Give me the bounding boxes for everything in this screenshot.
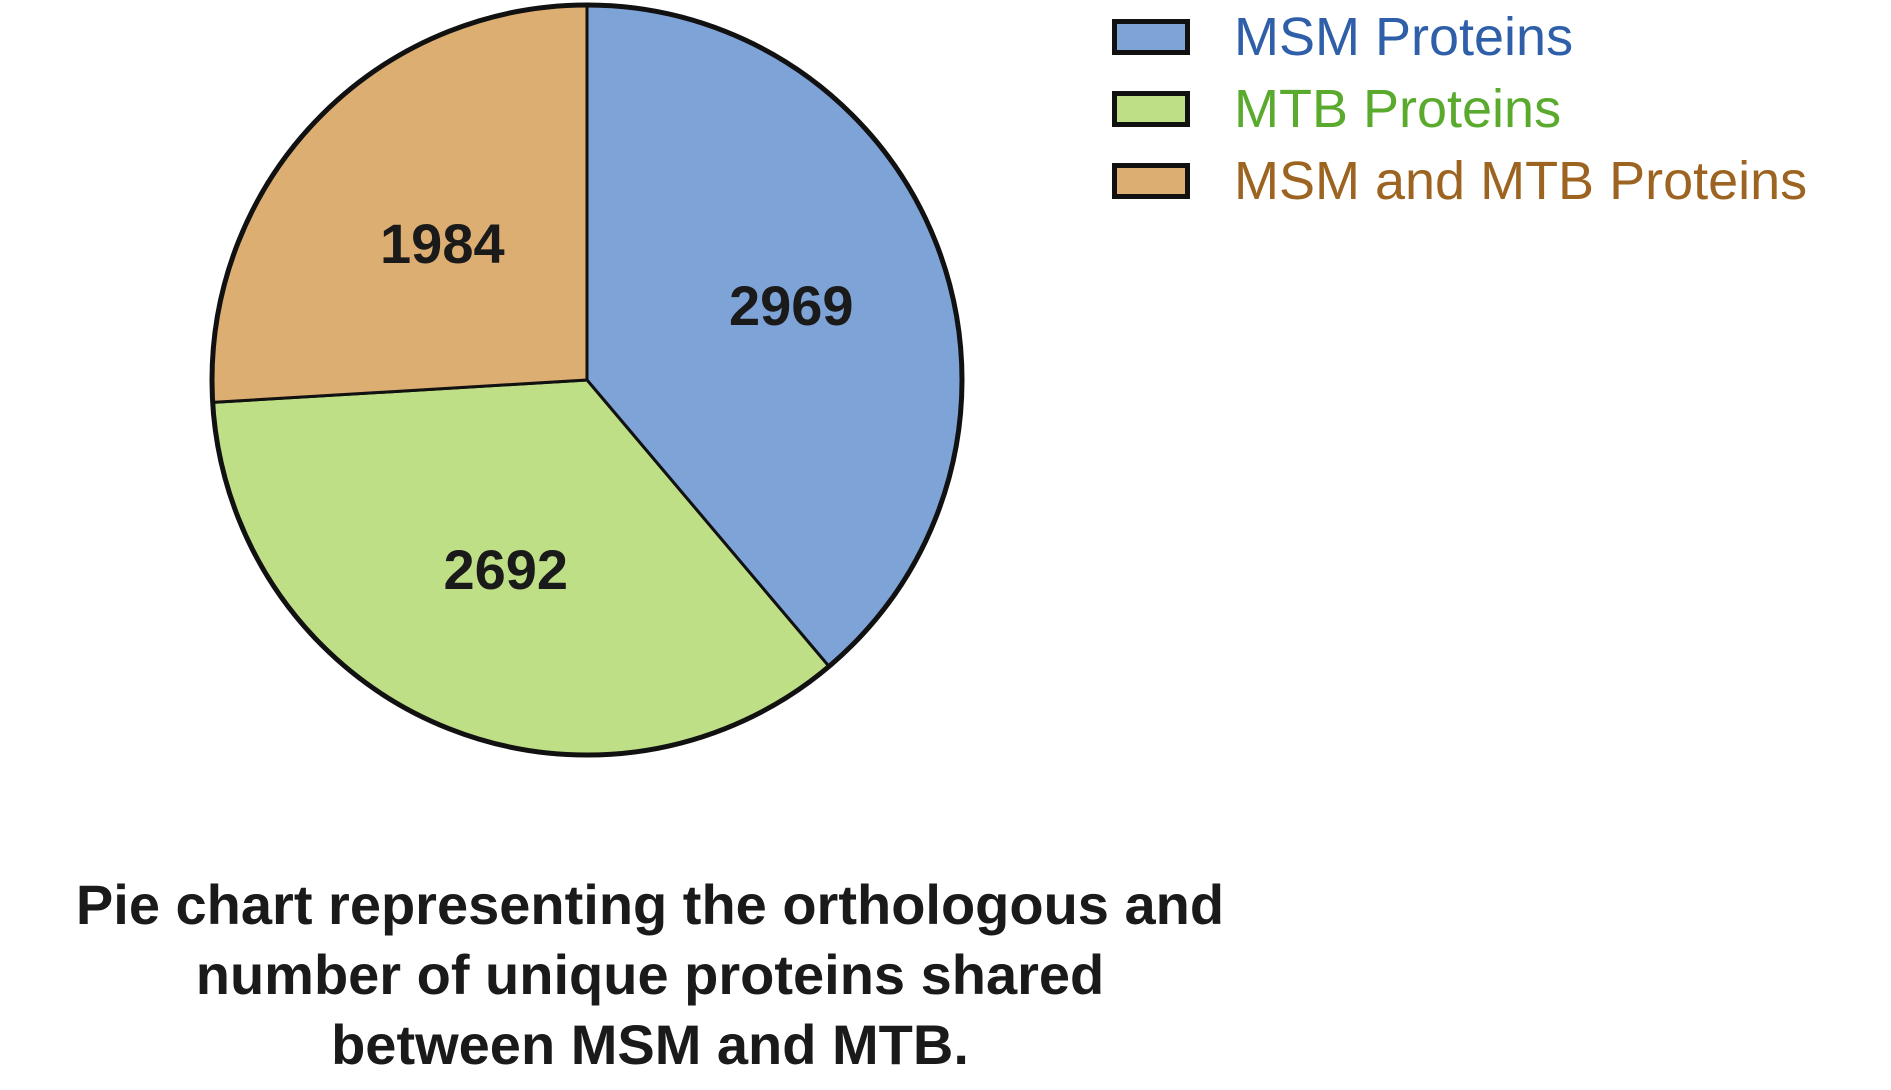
legend-swatch-msm-and-mtb bbox=[1112, 163, 1190, 199]
pie-data-labels: 2969 2692 1984 bbox=[380, 212, 854, 601]
pie-label-msm-and-mtb: 1984 bbox=[380, 212, 505, 275]
pie-label-msm: 2969 bbox=[729, 274, 854, 337]
caption-line-1: Pie chart representing the orthologous a… bbox=[75, 873, 1225, 936]
pie-outline bbox=[209, 2, 965, 758]
legend-item-msm: MSM Proteins bbox=[1112, 7, 1807, 67]
legend-item-msm-and-mtb: MSM and MTB Proteins bbox=[1112, 151, 1808, 211]
caption-line-3: between MSM and MTB. bbox=[331, 1013, 969, 1076]
legend-label-msm-and-mtb: MSM and MTB Proteins bbox=[1234, 151, 1808, 211]
legend-label-mtb: MTB Proteins bbox=[1234, 79, 1562, 139]
pie-label-mtb: 2692 bbox=[443, 538, 568, 601]
legend-swatch-mtb bbox=[1112, 91, 1190, 127]
caption-line-2: number of unique proteins shared bbox=[195, 943, 1105, 1006]
pie-slices bbox=[209, 2, 965, 758]
figure-caption: Pie chart representing the orthologous a… bbox=[0, 870, 1300, 1080]
legend-item-mtb: MTB Proteins bbox=[1112, 79, 1807, 139]
pie-slice-msm-and-mtb bbox=[210, 3, 589, 404]
legend-swatch-msm bbox=[1112, 19, 1190, 55]
legend-label-msm: MSM Proteins bbox=[1234, 7, 1574, 67]
chart-legend: MSM Proteins MTB Proteins MSM and MTB Pr… bbox=[1112, 7, 1808, 211]
